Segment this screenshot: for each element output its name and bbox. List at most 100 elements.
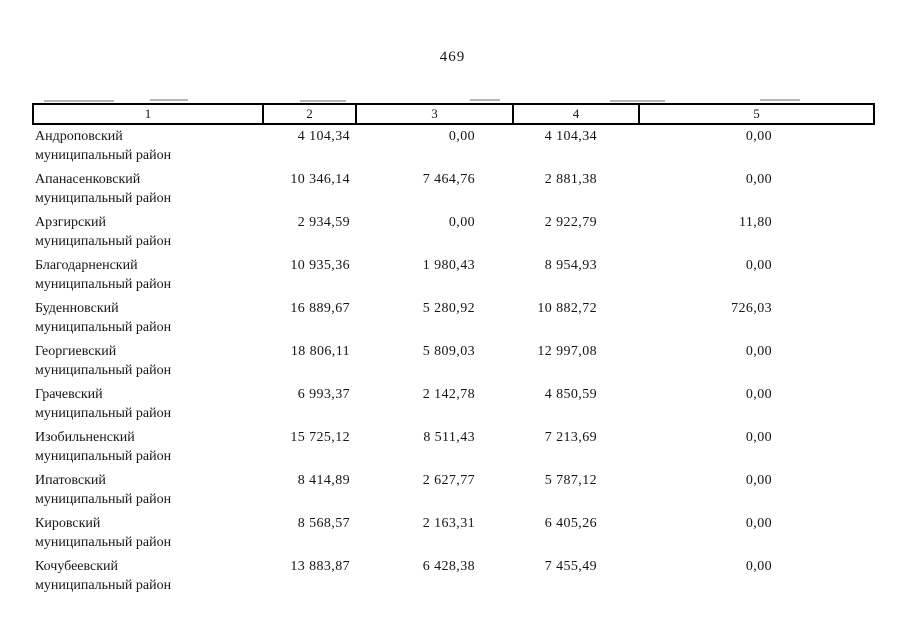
column-header-3: 3 [355,103,514,125]
table-row: Арзгирский муниципальный район 2 934,59 … [33,211,874,254]
district-cell: Кочубеевский муниципальный район [33,555,263,598]
district-cell: Кировский муниципальный район [33,512,263,555]
district-name: Арзгирский [35,215,107,230]
district-descriptor: муниципальный район [35,277,172,292]
value-col4: 4 104,34 [544,129,597,144]
value-col2: 8 414,89 [297,473,350,488]
value-col5: 0,00 [745,172,772,187]
table-row: Грачевский муниципальный район 6 993,37 … [33,383,874,426]
scan-artifact [44,100,114,102]
value-col5: 726,03 [731,301,772,316]
value-col2: 16 889,67 [290,301,350,316]
value-col3: 7 464,76 [422,172,475,187]
column-header-1: 1 [32,103,264,125]
value-col3: 2 163,31 [422,516,475,531]
column-header-2: 2 [262,103,357,125]
table-row: Буденновский муниципальный район 16 889,… [33,297,874,340]
value-col3: 2 142,78 [422,387,475,402]
table-row: Благодарненский муниципальный район 10 9… [33,254,874,297]
value-col3: 5 809,03 [422,344,475,359]
value-col5: 0,00 [745,516,772,531]
district-cell: Благодарненский муниципальный район [33,254,263,297]
value-col2: 13 883,87 [290,559,350,574]
district-descriptor: муниципальный район [35,578,172,593]
scan-artifact [610,100,665,102]
scan-artifact [470,99,500,101]
district-cell: Изобильненский муниципальный район [33,426,263,469]
value-col3: 0,00 [448,129,475,144]
value-col4: 2 922,79 [544,215,597,230]
value-col5: 0,00 [745,258,772,273]
value-col4: 10 882,72 [537,301,597,316]
value-col2: 8 568,57 [297,516,350,531]
district-cell: Андроповский муниципальный район [33,124,263,168]
value-col5: 0,00 [745,387,772,402]
district-descriptor: муниципальный район [35,449,172,464]
district-cell: Буденновский муниципальный район [33,297,263,340]
table-row: Апанасенковский муниципальный район 10 3… [33,168,874,211]
value-col3: 1 980,43 [422,258,475,273]
table-row: Кочубеевский муниципальный район 13 883,… [33,555,874,598]
column-header-4: 4 [512,103,640,125]
district-descriptor: муниципальный район [35,234,172,249]
value-col4: 7 213,69 [544,430,597,445]
table-header-row: 1 2 3 4 5 [32,103,875,125]
district-name: Георгиевский [35,344,117,359]
district-name: Ипатовский [35,473,106,488]
value-col2: 10 346,14 [290,172,350,187]
value-col3: 2 627,77 [422,473,475,488]
district-descriptor: муниципальный район [35,191,172,206]
table-row: Кировский муниципальный район 8 568,57 2… [33,512,874,555]
value-col3: 6 428,38 [422,559,475,574]
district-descriptor: муниципальный район [35,535,172,550]
value-col3: 8 511,43 [423,430,475,445]
scan-artifact [150,99,188,101]
page-number: 469 [439,49,466,65]
district-descriptor: муниципальный район [35,363,172,378]
districts-table: 1 2 3 4 5 Андроповский муниципальный рай… [32,103,875,598]
value-col4: 8 954,93 [544,258,597,273]
value-col4: 7 455,49 [544,559,597,574]
value-col2: 10 935,36 [290,258,350,273]
value-col5: 0,00 [745,344,772,359]
table-row: Изобильненский муниципальный район 15 72… [33,426,874,469]
district-name: Апанасенковский [35,172,141,187]
district-cell: Апанасенковский муниципальный район [33,168,263,211]
district-descriptor: муниципальный район [35,320,172,335]
district-cell: Ипатовский муниципальный район [33,469,263,512]
district-name: Кочубеевский [35,559,119,574]
district-descriptor: муниципальный район [35,492,172,507]
value-col4: 12 997,08 [537,344,597,359]
value-col3: 0,00 [448,215,475,230]
district-name: Буденновский [35,301,119,316]
value-col4: 2 881,38 [544,172,597,187]
district-descriptor: муниципальный район [35,148,172,163]
column-header-5: 5 [638,103,875,125]
value-col4: 5 787,12 [544,473,597,488]
district-name: Благодарненский [35,258,138,273]
scan-artifact [300,100,346,102]
scan-artifact [760,99,800,101]
value-col5: 0,00 [745,129,772,144]
district-name: Изобильненский [35,430,135,445]
value-col2: 6 993,37 [297,387,350,402]
district-descriptor: муниципальный район [35,406,172,421]
value-col4: 4 850,59 [544,387,597,402]
value-col2: 15 725,12 [290,430,350,445]
table-row: Ипатовский муниципальный район 8 414,89 … [33,469,874,512]
table-row: Георгиевский муниципальный район 18 806,… [33,340,874,383]
value-col5: 0,00 [745,473,772,488]
value-col2: 18 806,11 [290,344,350,359]
district-name: Андроповский [35,129,123,144]
value-col5: 0,00 [745,559,772,574]
table-row: Андроповский муниципальный район 4 104,3… [33,124,874,168]
value-col4: 6 405,26 [544,516,597,531]
value-col2: 2 934,59 [297,215,350,230]
district-cell: Грачевский муниципальный район [33,383,263,426]
value-col2: 4 104,34 [297,129,350,144]
district-name: Кировский [35,516,101,531]
value-col3: 5 280,92 [422,301,475,316]
value-col5: 0,00 [745,430,772,445]
value-col5: 11,80 [739,215,772,230]
district-cell: Георгиевский муниципальный район [33,340,263,383]
